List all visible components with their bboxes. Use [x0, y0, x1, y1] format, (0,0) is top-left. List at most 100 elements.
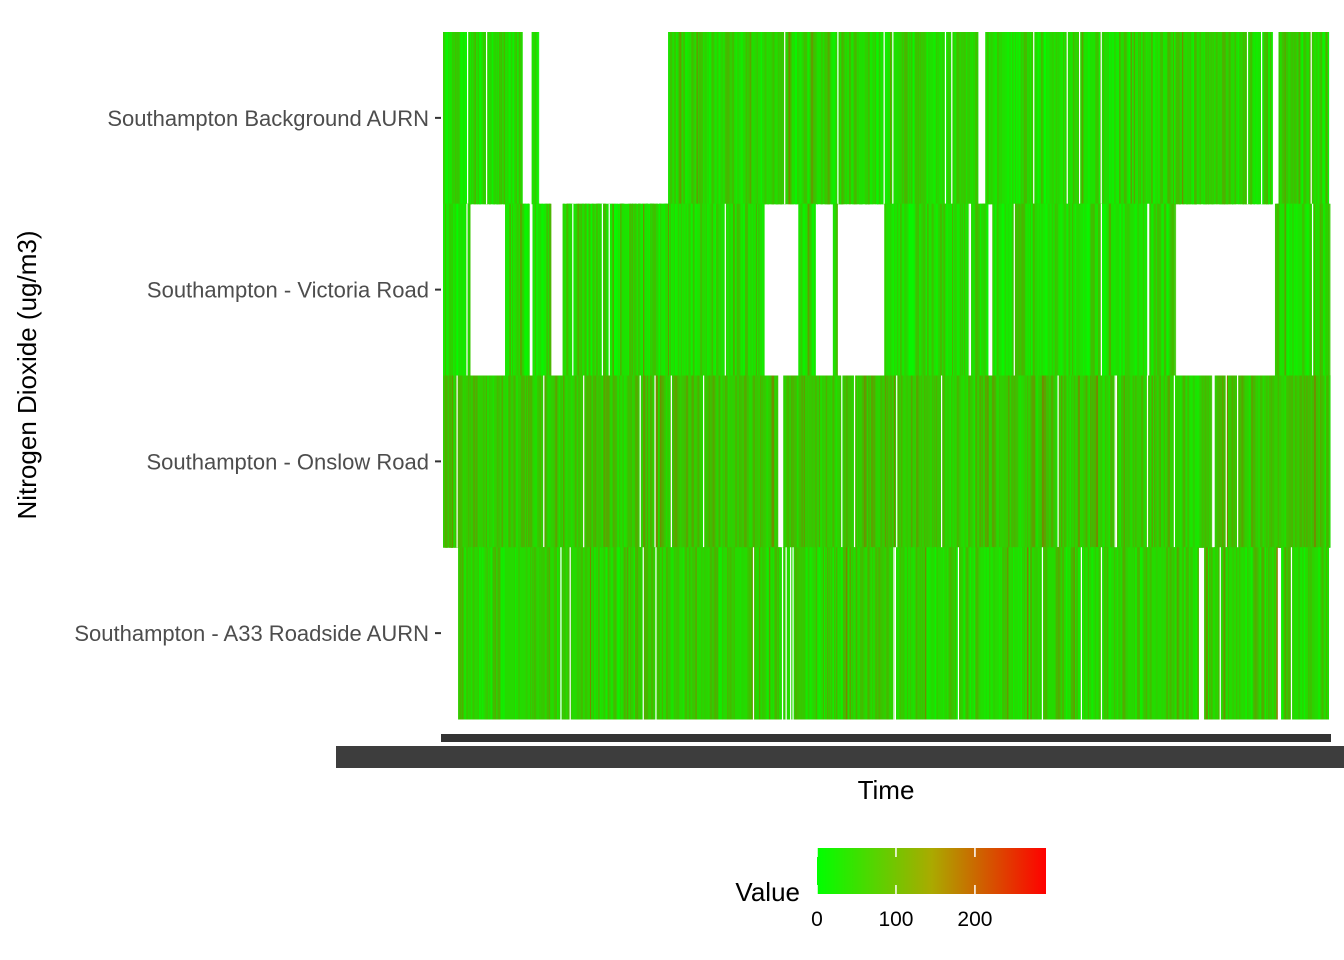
- heatmap-cell: [897, 375, 900, 548]
- heatmap-cell: [1206, 547, 1208, 720]
- heatmap-cell: [536, 547, 539, 720]
- heatmap-cell: [835, 375, 838, 548]
- heatmap-cell: [961, 32, 964, 205]
- heatmap-cell: [963, 375, 965, 548]
- heatmap-cell: [1018, 32, 1020, 205]
- heatmap-cell: [926, 547, 929, 720]
- heatmap-gap: [639, 375, 641, 548]
- heatmap-cell: [1005, 203, 1009, 376]
- heatmap-cell: [516, 547, 518, 720]
- heatmap-cell: [521, 203, 525, 376]
- heatmap-cell: [1203, 375, 1206, 548]
- heatmap-cell: [1061, 547, 1065, 720]
- heatmap-cell: [1312, 32, 1315, 205]
- heatmap-cell: [513, 203, 515, 376]
- heatmap-cell: [951, 203, 954, 376]
- heatmap-cell: [1159, 375, 1161, 548]
- heatmap-cell: [1263, 32, 1266, 205]
- heatmap-cell: [580, 203, 582, 376]
- heatmap-cell: [924, 547, 927, 720]
- heatmap-cell: [710, 32, 713, 205]
- heatmap-cell: [1021, 547, 1024, 720]
- heatmap-cell: [1277, 203, 1280, 376]
- heatmap-cell: [973, 547, 977, 720]
- legend-tick-label: 100: [878, 908, 913, 931]
- heatmap-cell: [475, 32, 478, 205]
- heatmap-cell: [804, 203, 806, 376]
- heatmap-cell: [885, 32, 887, 205]
- heatmap-cell: [652, 203, 655, 376]
- heatmap-cell: [641, 375, 643, 548]
- heatmap-cell: [553, 375, 556, 548]
- heatmap-cell: [933, 32, 935, 205]
- heatmap-cell: [478, 547, 480, 720]
- heatmap-cell: [635, 375, 638, 548]
- heatmap-row: [458, 547, 1329, 720]
- heatmap-cell: [1322, 375, 1325, 548]
- heatmap-cell: [646, 547, 649, 720]
- heatmap-cell: [712, 203, 716, 376]
- heatmap-gap: [703, 375, 705, 548]
- heatmap-cell: [481, 32, 483, 205]
- heatmap-cell: [512, 203, 514, 376]
- heatmap-cell: [1129, 375, 1132, 548]
- heatmap-cell: [1120, 375, 1123, 548]
- heatmap-cell: [704, 32, 707, 205]
- heatmap-cell: [1164, 375, 1166, 548]
- heatmap-cell: [1126, 375, 1128, 548]
- heatmap-cell: [913, 375, 915, 548]
- heatmap-cell: [1326, 32, 1330, 205]
- heatmap-cell: [697, 375, 700, 548]
- heatmap-cell: [1298, 375, 1300, 548]
- heatmap-cell: [1197, 375, 1200, 548]
- heatmap-cell: [1328, 375, 1331, 548]
- heatmap-cell: [490, 547, 493, 720]
- heatmap-cell: [1040, 203, 1043, 376]
- heatmap-cell: [462, 32, 464, 205]
- heatmap-cell: [891, 375, 893, 548]
- heatmap-cell: [1163, 203, 1167, 376]
- heatmap-cell: [669, 203, 671, 376]
- heatmap-cell: [1040, 547, 1042, 720]
- heatmap-cell: [1017, 203, 1020, 376]
- heatmap-cell: [556, 375, 558, 548]
- heatmap-cell: [908, 32, 911, 205]
- heatmap-cell: [1116, 32, 1119, 205]
- heatmap-cell: [861, 375, 864, 548]
- heatmap-cell: [830, 375, 833, 548]
- heatmap-cell: [1132, 375, 1134, 548]
- heatmap-cell: [666, 375, 669, 548]
- heatmap-cell: [778, 547, 780, 720]
- heatmap-gap: [1057, 375, 1059, 548]
- heatmap-cell: [1030, 203, 1031, 376]
- heatmap-cell: [913, 203, 915, 376]
- heatmap-cell: [1134, 547, 1137, 720]
- heatmap-cell: [901, 375, 904, 548]
- heatmap-cell: [629, 203, 631, 376]
- heatmap-cell: [876, 547, 879, 720]
- heatmap-cell: [1134, 203, 1136, 376]
- heatmap-cell: [605, 547, 607, 720]
- heatmap-cell: [963, 547, 966, 720]
- heatmap-cell: [928, 547, 931, 720]
- heatmap-cell: [727, 375, 730, 548]
- heatmap-cell: [1197, 547, 1199, 720]
- heatmap-cell: [586, 547, 589, 720]
- heatmap-cell: [673, 375, 677, 548]
- heatmap-cell: [822, 547, 825, 720]
- heatmap-cell: [1182, 547, 1185, 720]
- heatmap-cell: [531, 547, 534, 720]
- heatmap-cell: [741, 32, 744, 205]
- heatmap-cell: [522, 375, 525, 548]
- heatmap-cell: [875, 547, 878, 720]
- heatmap-cell: [474, 32, 476, 205]
- heatmap-cell: [901, 547, 904, 720]
- heatmap-cell: [1169, 375, 1171, 548]
- heatmap-cell: [837, 32, 840, 205]
- heatmap-cell: [1295, 32, 1298, 205]
- heatmap-cell: [985, 375, 987, 548]
- heatmap-cell: [1095, 375, 1097, 548]
- heatmap-cell: [1321, 375, 1324, 548]
- heatmap-cell: [741, 547, 743, 720]
- heatmap-cell: [1299, 375, 1302, 548]
